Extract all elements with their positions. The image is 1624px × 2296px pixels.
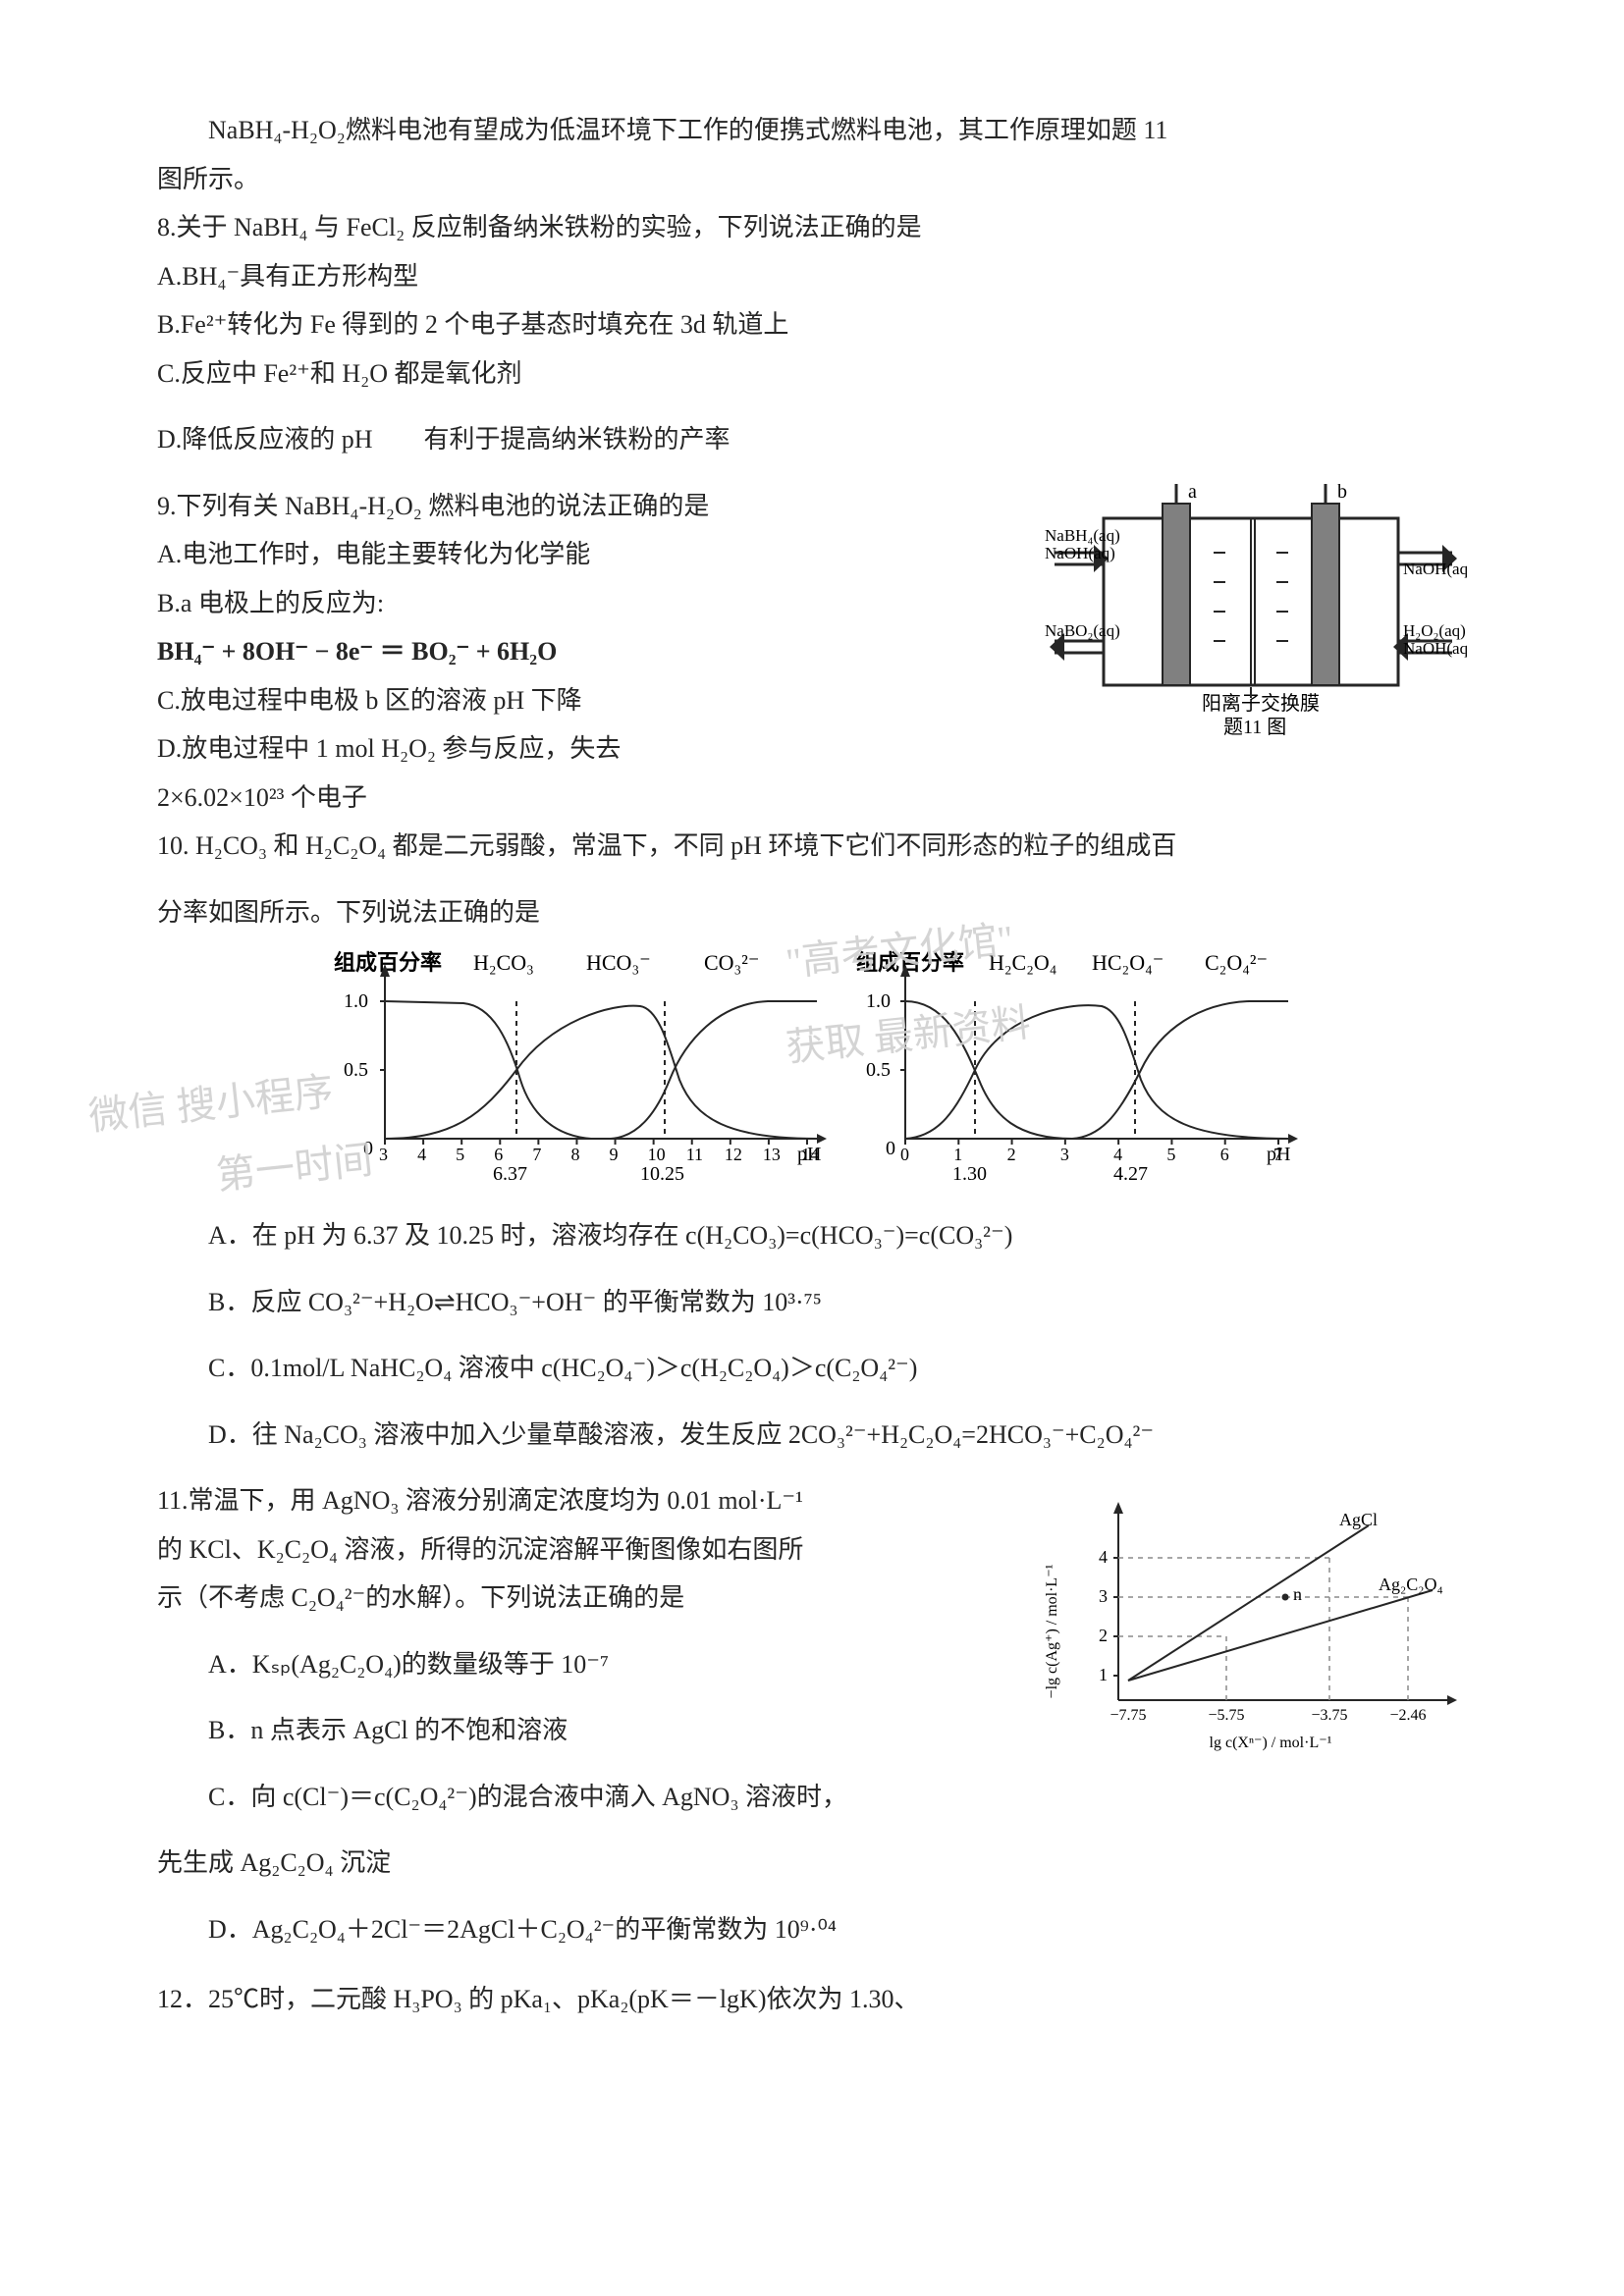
svg-text:lg c(Xⁿ⁻) / mol·L⁻¹: lg c(Xⁿ⁻) / mol·L⁻¹ xyxy=(1210,1735,1332,1751)
q8-option-b: B.Fe²⁺转化为 Fe 得到的 2 个电子基态时填充在 3d 轨道上 xyxy=(157,302,1467,347)
q11-stem-2: 的 KCl、K₂C₂O₄ 溶液，所得的沉淀溶解平衡图像如右图所 xyxy=(157,1527,1021,1573)
svg-text:12: 12 xyxy=(725,1145,742,1164)
svg-text:CO₃²⁻: CO₃²⁻ xyxy=(704,950,759,975)
svg-text:NaBH₄(aq): NaBH₄(aq) xyxy=(1045,526,1120,545)
q11-option-d: D．Ag₂C₂O₄＋2Cl⁻＝2AgCl＋C₂O₄²⁻的平衡常数为 10⁹·⁰⁴ xyxy=(208,1907,1021,1952)
q10-option-c: C．0.1mol/L NaHC₂O₄ 溶液中 c(HC₂O₄⁻)＞c(H₂C₂O… xyxy=(208,1346,1467,1391)
svg-text:0.5: 0.5 xyxy=(866,1059,891,1081)
svg-text:3: 3 xyxy=(1099,1586,1108,1606)
svg-text:组成百分率: 组成百分率 xyxy=(856,950,964,975)
q10-stem-2: 分率如图所示。下列说法正确的是 xyxy=(157,890,1467,935)
fuel-cell-figure: a b NaBH₄(aq) NaOH(aq) NaBO₂(aq) NaOH(aq… xyxy=(1045,484,1467,764)
svg-text:HCO₃⁻: HCO₃⁻ xyxy=(586,950,651,975)
svg-text:7: 7 xyxy=(532,1145,541,1164)
svg-text:2: 2 xyxy=(1099,1626,1108,1645)
q9-option-d: D.放电过程中 1 mol H₂O₂ 参与反应，失去 xyxy=(157,726,1025,772)
fraction-graphs: "高考文化馆" 获取 最新资料 微信 搜小程序 第一时间 组成百分率 1.0 0… xyxy=(157,942,1467,1198)
q11-stem-3: 示（不考虑 C₂O₄²⁻的水解）。下列说法正确的是 xyxy=(157,1575,1021,1621)
svg-text:阳离子交换膜: 阳离子交换膜 xyxy=(1202,692,1320,715)
svg-text:pH: pH xyxy=(797,1144,821,1165)
svg-text:6: 6 xyxy=(1220,1145,1229,1164)
q11-option-c-2: 先生成 Ag₂C₂O₄ 沉淀 xyxy=(157,1841,1021,1886)
svg-text:NaOH(aq): NaOH(aq) xyxy=(1403,560,1467,578)
svg-text:HC₂O₄⁻: HC₂O₄⁻ xyxy=(1092,950,1164,975)
svg-text:4.27: 4.27 xyxy=(1113,1163,1148,1185)
svg-text:10: 10 xyxy=(648,1145,666,1164)
q8-option-a: A.BH₄⁻具有正方形构型 xyxy=(157,254,1467,299)
svg-text:NaOH(aq): NaOH(aq) xyxy=(1045,544,1115,562)
q9-option-b: B.a 电极上的反应为: xyxy=(157,581,1025,626)
q9-stem: 9.下列有关 NaBH₄-H₂O₂ 燃料电池的说法正确的是 xyxy=(157,484,1025,529)
q11-figure: 1 2 3 4 −7.75 −5.75 −3.75 −2.46 xyxy=(1045,1484,1467,1774)
svg-text:5: 5 xyxy=(1166,1145,1175,1164)
q10-option-d: D．往 Na₂CO₃ 溶液中加入少量草酸溶液，发生反应 2CO₃²⁻+H₂C₂O… xyxy=(208,1413,1467,1458)
watermark-left-1: 微信 搜小程序 xyxy=(85,1057,337,1151)
q12-stem: 12．25℃时，二元酸 H₃PO₃ 的 pKa₁、pKa₂(pK＝－lgK)依次… xyxy=(157,1977,1467,2022)
svg-text:9: 9 xyxy=(610,1145,619,1164)
intro-line-1: NaBH₄-H₂O₂燃料电池有望成为低温环境下工作的便携式燃料电池，其工作原理如… xyxy=(157,108,1467,153)
svg-text:6: 6 xyxy=(494,1145,503,1164)
q10-option-b: B．反应 CO₃²⁻+H₂O⇌HCO₃⁻+OH⁻ 的平衡常数为 10³·⁷⁵ xyxy=(208,1280,1467,1325)
svg-text:NaOH(aq): NaOH(aq) xyxy=(1403,639,1467,658)
svg-text:−7.75: −7.75 xyxy=(1110,1707,1146,1724)
q9-option-a: A.电池工作时，电能主要转化为化学能 xyxy=(157,532,1025,577)
svg-text:5: 5 xyxy=(456,1145,464,1164)
svg-text:a: a xyxy=(1188,484,1197,503)
svg-text:1.0: 1.0 xyxy=(344,990,368,1012)
q10-stem-1: 10. H₂CO₃ 和 H₂C₂O₄ 都是二元弱酸，常温下，不同 pH 环境下它… xyxy=(157,824,1467,869)
svg-text:题11 图: 题11 图 xyxy=(1223,717,1286,738)
h2c2o4-fraction-chart: 组成百分率 1.0 0.5 0 01234567 H₂C₂O₄ HC₂O₄⁻ xyxy=(846,942,1308,1198)
q9-option-c: C.放电过程中电极 b 区的溶液 pH 下降 xyxy=(157,678,1025,723)
svg-text:0: 0 xyxy=(886,1138,895,1159)
svg-text:−3.75: −3.75 xyxy=(1311,1707,1347,1724)
svg-text:3: 3 xyxy=(379,1145,388,1164)
svg-text:1.30: 1.30 xyxy=(952,1163,987,1185)
svg-text:−5.75: −5.75 xyxy=(1208,1707,1244,1724)
q8-stem: 8.关于 NaBH₄ 与 FeCl₂ 反应制备纳米铁粉的实验，下列说法正确的是 xyxy=(157,205,1467,250)
svg-text:组成百分率: 组成百分率 xyxy=(334,950,442,975)
svg-text:AgCl: AgCl xyxy=(1339,1510,1378,1529)
q11-option-b: B．n 点表示 AgCl 的不饱和溶液 xyxy=(208,1708,1021,1753)
q11-block: 11.常温下，用 AgNO₃ 溶液分别滴定浓度均为 0.01 mol·L⁻¹ 的… xyxy=(157,1478,1467,1955)
svg-text:Ag₂C₂O₄: Ag₂C₂O₄ xyxy=(1379,1575,1443,1594)
q8-option-d: D.降低反应液的 pH 有利于提高纳米铁粉的产率 xyxy=(157,417,1467,462)
page-root: NaBH₄-H₂O₂燃料电池有望成为低温环境下工作的便携式燃料电池，其工作原理如… xyxy=(0,0,1624,2296)
q8-option-c: C.反应中 Fe²⁺和 H₂O 都是氧化剂 xyxy=(157,351,1467,397)
svg-text:1: 1 xyxy=(1099,1665,1108,1684)
q9-equation: BH₄⁻ + 8OH⁻ − 8e⁻ ＝ BO₂⁻ + 6H₂O xyxy=(157,629,1025,674)
svg-text:4: 4 xyxy=(417,1145,426,1164)
svg-text:−lg c(Ag⁺) / mol·L⁻¹: −lg c(Ag⁺) / mol·L⁻¹ xyxy=(1045,1564,1060,1698)
svg-text:n: n xyxy=(1293,1584,1302,1604)
q11-option-a: A．Kₛₚ(Ag₂C₂O₄)的数量级等于 10⁻⁷ xyxy=(208,1642,1021,1687)
svg-text:11: 11 xyxy=(686,1145,703,1164)
svg-text:2: 2 xyxy=(1007,1145,1016,1164)
svg-text:4: 4 xyxy=(1099,1547,1108,1567)
h2co3-fraction-chart: 组成百分率 1.0 0.5 0 34567891011121314 xyxy=(316,942,837,1198)
svg-text:13: 13 xyxy=(763,1145,781,1164)
svg-text:−2.46: −2.46 xyxy=(1389,1707,1426,1724)
svg-text:10.25: 10.25 xyxy=(640,1163,684,1185)
svg-text:1: 1 xyxy=(953,1145,962,1164)
svg-text:H₂C₂O₄: H₂C₂O₄ xyxy=(989,950,1056,975)
svg-text:b: b xyxy=(1337,484,1347,503)
q9-option-d-2: 2×6.02×10²³ 个电子 xyxy=(157,775,1025,821)
q9-block: 9.下列有关 NaBH₄-H₂O₂ 燃料电池的说法正确的是 A.电池工作时，电能… xyxy=(157,484,1467,825)
svg-text:0: 0 xyxy=(900,1145,909,1164)
q10-option-a: A．在 pH 为 6.37 及 10.25 时，溶液均存在 c(H₂CO₃)=c… xyxy=(208,1213,1467,1258)
q11-stem-1: 11.常温下，用 AgNO₃ 溶液分别滴定浓度均为 0.01 mol·L⁻¹ xyxy=(157,1478,1021,1523)
svg-text:3: 3 xyxy=(1060,1145,1069,1164)
svg-text:H₂CO₃: H₂CO₃ xyxy=(473,950,534,975)
svg-text:H₂O₂(aq): H₂O₂(aq) xyxy=(1403,621,1466,640)
svg-text:0: 0 xyxy=(363,1138,373,1159)
svg-text:pH: pH xyxy=(1267,1144,1290,1165)
q11-option-c: C．向 c(Cl⁻)＝c(C₂O₄²⁻)的混合液中滴入 AgNO₃ 溶液时， xyxy=(208,1775,1021,1820)
svg-text:NaBO₂(aq): NaBO₂(aq) xyxy=(1045,621,1120,640)
svg-text:0.5: 0.5 xyxy=(344,1059,368,1081)
intro-line-2: 图所示。 xyxy=(157,157,1467,202)
svg-text:8: 8 xyxy=(570,1145,579,1164)
svg-text:4: 4 xyxy=(1113,1145,1122,1164)
svg-text:C₂O₄²⁻: C₂O₄²⁻ xyxy=(1205,950,1268,975)
svg-text:6.37: 6.37 xyxy=(493,1163,527,1185)
svg-text:1.0: 1.0 xyxy=(866,990,891,1012)
